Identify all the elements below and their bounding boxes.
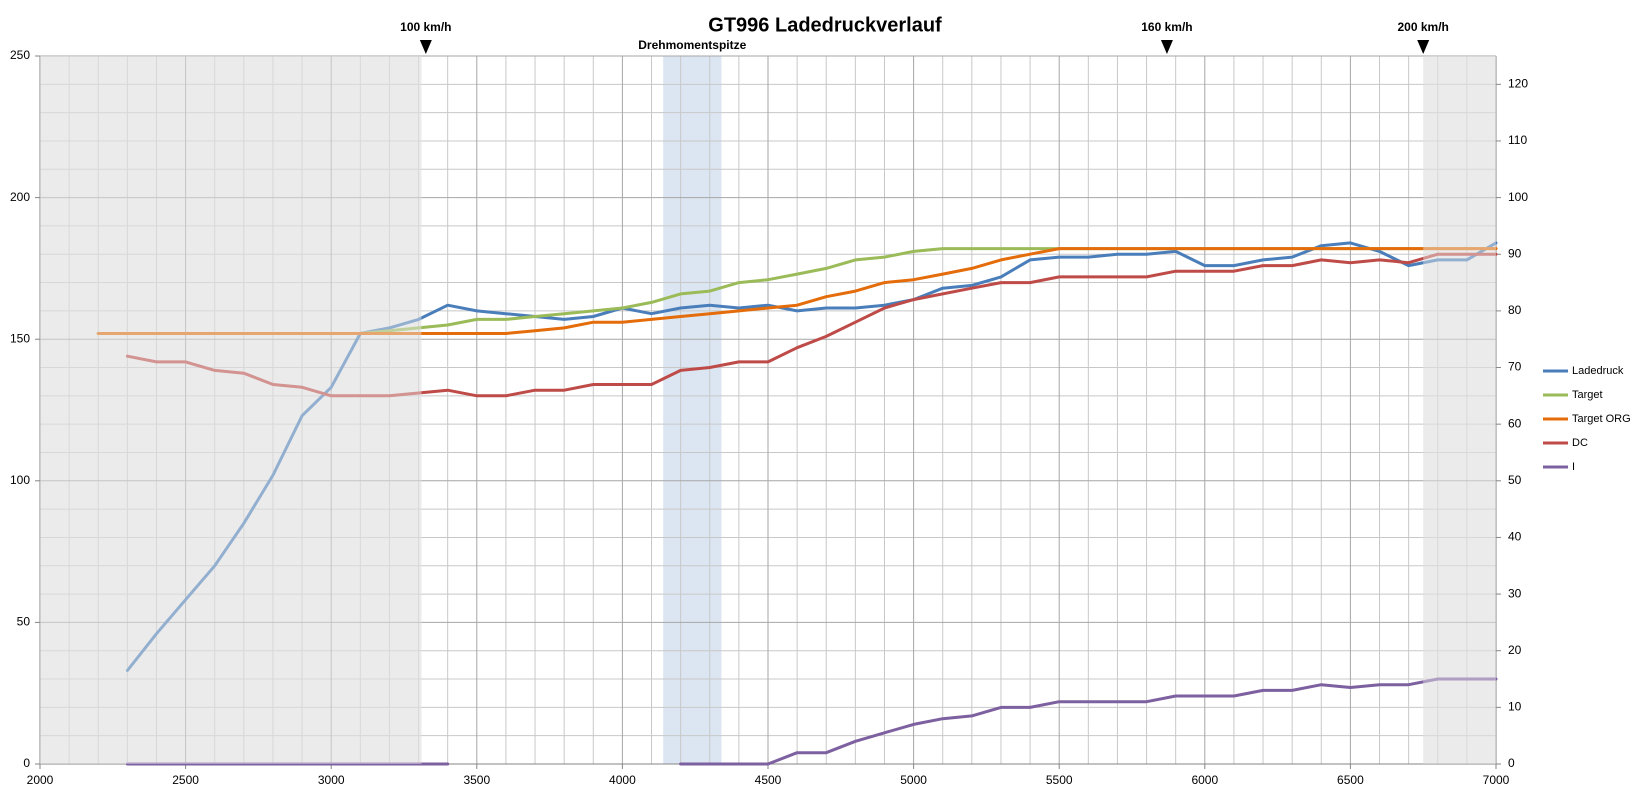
x-tick-label: 6500: [1337, 773, 1364, 787]
speed-marker: [1417, 40, 1430, 54]
x-tick-label: 7000: [1483, 773, 1510, 787]
x-tick-label: 2500: [172, 773, 199, 787]
y2-tick-label: 70: [1508, 360, 1522, 374]
x-tick-label: 4000: [609, 773, 636, 787]
shaded-range: [40, 56, 422, 764]
shaded-overlay: [40, 56, 422, 764]
marker-label: 200 km/h: [1398, 20, 1449, 34]
y2-tick-label: 30: [1508, 586, 1522, 600]
shaded-overlay: [1423, 56, 1496, 764]
y2-tick-label: 50: [1508, 473, 1522, 487]
y2-tick-label: 20: [1508, 643, 1522, 657]
x-tick-label: 5000: [900, 773, 927, 787]
y-tick-label: 100: [10, 473, 30, 487]
y2-tick-label: 10: [1508, 700, 1522, 714]
y2-tick-label: 60: [1508, 416, 1522, 430]
y-tick-label: 0: [23, 756, 30, 770]
x-tick-label: 3500: [463, 773, 490, 787]
x-tick-label: 3000: [318, 773, 345, 787]
x-tick-label: 2000: [27, 773, 54, 787]
y2-tick-label: 120: [1508, 76, 1528, 90]
y-tick-label: 250: [10, 48, 30, 62]
legend-label: I: [1572, 461, 1575, 473]
series-line: [125, 677, 1498, 766]
y-tick-label: 200: [10, 190, 30, 204]
legend-label: Target: [1572, 389, 1603, 401]
highlight-band: [663, 56, 722, 764]
y2-tick-label: 0: [1508, 756, 1515, 770]
shaded-range: [1423, 56, 1496, 764]
y-tick-label: 50: [17, 615, 31, 629]
y2-tick-label: 100: [1508, 190, 1528, 204]
y2-tick-label: 80: [1508, 303, 1522, 317]
chart-title: GT996 Ladedruckverlauf: [708, 14, 942, 36]
x-tick-label: 6000: [1191, 773, 1218, 787]
marker-label: 160 km/h: [1141, 20, 1192, 34]
legend-label: Target ORG: [1572, 413, 1631, 425]
y-tick-label: 150: [10, 331, 30, 345]
speed-marker: [1160, 40, 1173, 54]
series-line: [125, 241, 1498, 672]
y2-tick-label: 90: [1508, 246, 1522, 260]
y2-tick-label: 40: [1508, 530, 1522, 544]
y2-tick-label: 110: [1508, 133, 1527, 147]
highlight-label: Drehmomentspitze: [638, 38, 746, 52]
series-line: [125, 252, 1498, 398]
series-line: [96, 247, 1498, 335]
legend-label: DC: [1572, 437, 1588, 449]
legend-label: Ladedruck: [1572, 365, 1624, 377]
marker-label: 100 km/h: [400, 20, 451, 34]
x-tick-label: 4500: [755, 773, 782, 787]
speed-marker: [419, 40, 432, 54]
x-tick-label: 5500: [1046, 773, 1073, 787]
